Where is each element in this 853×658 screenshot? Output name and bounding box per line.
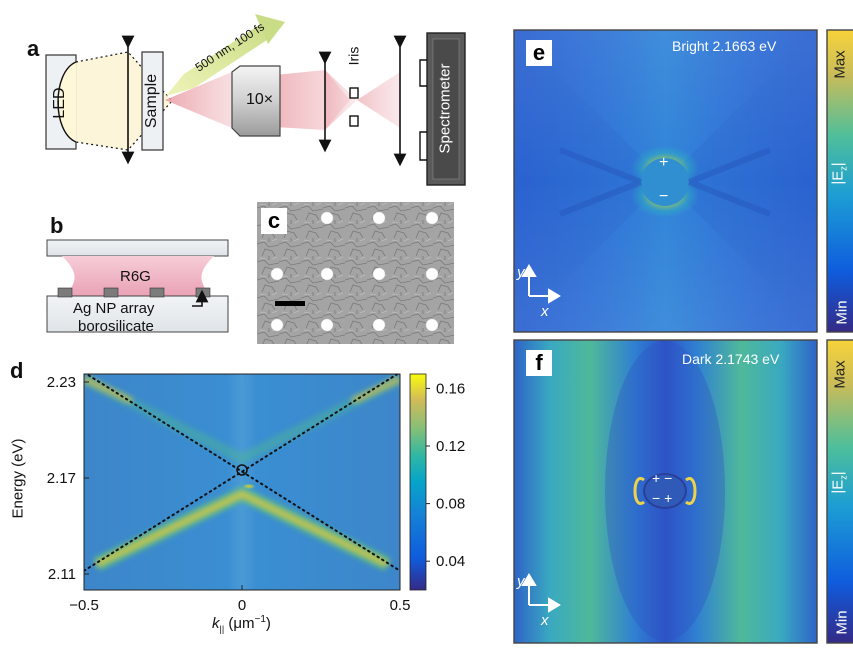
panel-label-f: f — [526, 350, 552, 376]
x-axis-glyph-f: x — [541, 612, 549, 629]
panel-label-c: c — [261, 208, 287, 234]
x-tick-label: 0.5 — [390, 597, 411, 614]
objective-lens — [231, 65, 281, 137]
cbar-label-e: |Ez| — [829, 162, 849, 185]
field-map-dark — [514, 340, 817, 643]
x-axis-label: k|| (μm−1) — [212, 614, 271, 634]
charge-dark-bottom: − + — [652, 490, 673, 506]
bright-mode-title: Bright 2.1663 eV — [672, 38, 777, 54]
substrate-label: borosilicate — [78, 318, 154, 335]
array-pointer-arrow — [192, 289, 209, 307]
nanoparticle — [103, 287, 119, 298]
sample-slide — [141, 51, 164, 151]
objective-label: 10× — [246, 91, 274, 108]
scale-bar — [275, 301, 305, 306]
panel-label-d: d — [10, 358, 24, 383]
field-map-bright — [514, 30, 817, 332]
colorbar-f — [826, 339, 853, 644]
nanoparticle — [149, 287, 165, 298]
led-dome — [57, 61, 77, 143]
y-tick-label: 2.17 — [47, 470, 76, 487]
iris-top-blade — [349, 87, 359, 99]
panel-label-b: b — [50, 213, 64, 238]
y-axis-glyph-e: y — [517, 264, 525, 281]
heatmap-peak — [220, 475, 277, 500]
panel-label-e: e — [526, 40, 552, 66]
y-axis-glyph-f: y — [517, 573, 525, 590]
sem-image: c — [257, 202, 454, 344]
colorbar-tick-label: 0.04 — [436, 553, 465, 570]
colorbar-tick-label: 0.12 — [436, 438, 465, 455]
nanoparticle — [57, 287, 73, 298]
nanoparticle-grid — [270, 211, 439, 332]
crossing-circle-marker — [236, 464, 248, 476]
xy-axis-icon-e — [521, 264, 561, 304]
x-tick-label: 0 — [238, 597, 246, 614]
cbar-max-f: Max — [831, 360, 849, 389]
dye-layer — [62, 256, 214, 296]
pump-beam-arrow — [166, 22, 273, 96]
panel-label-a: a — [27, 36, 40, 61]
collection-beam — [165, 72, 232, 128]
cbar-min-f: Min — [833, 610, 851, 635]
charge-dark-top: + − — [652, 470, 673, 486]
colorbar-e — [826, 29, 853, 333]
x-axis-glyph-e: x — [541, 303, 549, 320]
colorbar-tick-label: 0.08 — [436, 496, 465, 513]
x-tick-label: −0.5 — [69, 597, 99, 614]
charge-minus-bottom: − — [659, 188, 669, 205]
led-dotted-rays — [75, 51, 173, 151]
cbar-min-e: Min — [833, 300, 851, 325]
xy-axis-icon-f — [521, 573, 561, 613]
heatmap-band — [84, 376, 133, 404]
dispersion-dotted-line — [84, 374, 400, 572]
charge-plus-top: + — [659, 154, 669, 171]
y-tick-label: 2.11 — [48, 566, 76, 583]
colorbar-tick-label: 0.16 — [436, 380, 465, 397]
dye-label: R6G — [120, 268, 151, 285]
dark-mode-title: Dark 2.1743 eV — [682, 351, 780, 367]
colorbar — [409, 373, 427, 591]
cbar-max-e: Max — [831, 50, 849, 79]
array-label: Ag NP array — [73, 300, 155, 317]
y-tick-label: 2.23 — [47, 374, 76, 391]
iris-bottom-blade — [349, 115, 359, 127]
cbar-label-f: |Ez| — [829, 471, 849, 494]
